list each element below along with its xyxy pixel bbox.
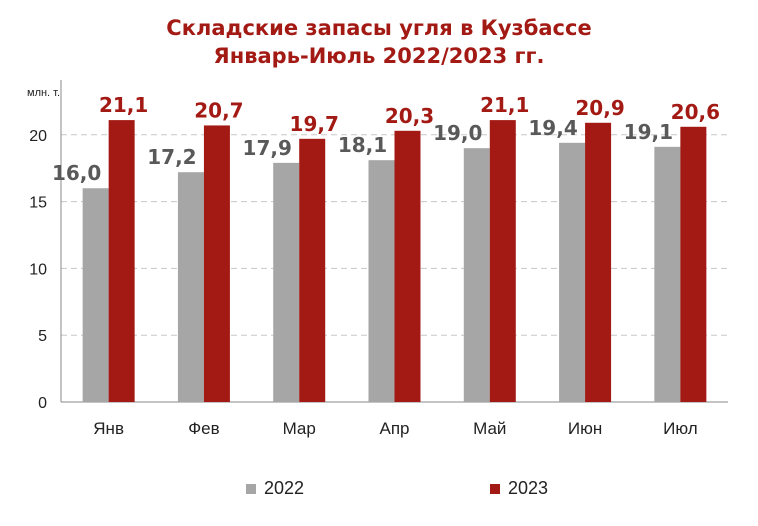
data-label-2023-4: 21,1: [480, 93, 529, 117]
x-tick-label: Янв: [93, 419, 124, 438]
x-tick-label: Июн: [568, 419, 602, 438]
legend-item-2023: 2023: [490, 478, 548, 499]
legend-swatch-2023: [490, 483, 500, 494]
x-tick-label: Май: [473, 419, 506, 438]
data-label-2023-0: 21,1: [99, 93, 148, 117]
data-label-2023-2: 19,7: [290, 112, 339, 136]
data-label-2022-5: 19,4: [528, 116, 577, 140]
bar-2022-3: [368, 160, 395, 402]
chart-title-line-1: Складские запасы угля в Кузбассе: [166, 16, 592, 40]
bar-chart: 0 5 10 15 20 млн. т. 16,0 21,1 Янв 17,2 20,7 Фев 17,…: [27, 80, 728, 438]
data-label-2022-3: 18,1: [338, 133, 387, 157]
bar-2022-1: [177, 172, 204, 402]
bar-2022-2: [273, 162, 300, 402]
y-tick-label: 10: [29, 261, 47, 278]
legend-label-2023: 2023: [508, 478, 549, 498]
legend-label-2022: 2022: [264, 478, 305, 498]
x-tick-label: Фев: [188, 419, 219, 438]
x-tick-label: Апр: [380, 419, 410, 438]
y-tick-label: 20: [29, 128, 47, 145]
bar-2023-5: [585, 122, 612, 402]
bar-2022-6: [654, 146, 681, 402]
bar-2023-2: [299, 138, 326, 403]
bar-2023-1: [203, 125, 230, 402]
bar-2023-3: [394, 130, 421, 403]
legend-item-2022: 2022: [246, 478, 304, 499]
y-axis-unit-label: млн. т.: [27, 87, 60, 99]
data-label-2023-6: 20,6: [671, 100, 720, 124]
x-tick-label: Мар: [283, 419, 316, 438]
data-label-2022-2: 17,9: [243, 136, 292, 160]
data-label-2022-0: 16,0: [52, 161, 101, 185]
chart-title-line-2: Январь-Июль 2022/2023 гг.: [213, 44, 545, 68]
bar-2023-6: [680, 126, 707, 402]
data-label-2023-5: 20,9: [575, 96, 624, 120]
bar-2022-5: [559, 142, 586, 403]
data-label-2022-6: 19,1: [624, 120, 673, 144]
bar-2022-0: [82, 188, 109, 402]
y-tick-label: 5: [38, 328, 47, 345]
bar-2022-4: [463, 148, 490, 402]
y-tick-label: 0: [38, 395, 47, 412]
data-label-2023-3: 20,3: [385, 104, 434, 128]
bar-2023-4: [489, 120, 516, 402]
data-label-2023-1: 20,7: [194, 98, 243, 122]
bar-2023-0: [108, 120, 135, 402]
legend-swatch-2022: [246, 483, 256, 494]
x-tick-label: Июл: [663, 419, 698, 438]
y-tick-label: 15: [29, 195, 47, 212]
data-label-2022-1: 17,2: [147, 145, 196, 169]
data-label-2022-4: 19,0: [433, 121, 482, 145]
